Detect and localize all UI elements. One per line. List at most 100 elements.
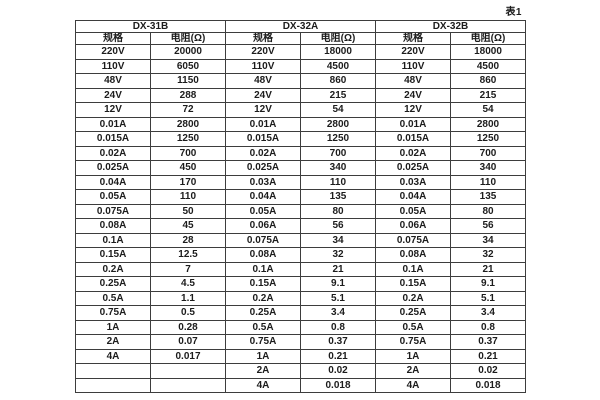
spec-cell: 0.025A [75, 160, 151, 176]
resistance-cell: 32 [450, 247, 526, 263]
table-row: 2A 0.02 2A 0.02 [75, 363, 526, 379]
group-header-dx32a: DX-32A [225, 20, 376, 33]
resistance-cell: 700 [450, 145, 526, 161]
table-row: 0.08A 45 0.06A 56 0.06A 56 [75, 218, 526, 234]
resistance-cell: 215 [450, 87, 526, 103]
spec-cell: 0.5A [75, 290, 151, 306]
spec-cell: 24V [225, 87, 301, 103]
spec-cell: 0.04A [225, 189, 301, 205]
resistance-cell: 4500 [300, 58, 376, 74]
resistance-cell: 340 [300, 160, 376, 176]
spec-cell: 110V [375, 58, 451, 74]
resistance-cell: 5.1 [450, 290, 526, 306]
spec-cell: 0.25A [75, 276, 151, 292]
resistance-cell [150, 377, 226, 393]
spec-cell: 110V [75, 58, 151, 74]
spec-cell: 0.2A [225, 290, 301, 306]
table-row: 0.02A 700 0.02A 700 0.02A 700 [75, 145, 526, 161]
table-row: 0.5A 1.1 0.2A 5.1 0.2A 5.1 [75, 290, 526, 306]
spec-cell: 0.06A [375, 218, 451, 234]
resistance-cell: 1150 [150, 73, 226, 89]
spec-cell: 0.02A [225, 145, 301, 161]
spec-cell: 0.05A [75, 189, 151, 205]
spec-cell: 0.75A [375, 334, 451, 350]
spec-cell: 0.075A [375, 232, 451, 248]
spec-cell: 0.08A [225, 247, 301, 263]
spec-cell: 1A [225, 348, 301, 364]
spec-cell: 4A [75, 348, 151, 364]
spec-cell: 2A [225, 363, 301, 379]
table-row: 24V 288 24V 215 24V 215 [75, 87, 526, 103]
resistance-cell: 9.1 [300, 276, 376, 292]
spec-cell: 0.015A [375, 131, 451, 147]
spec-cell: 0.15A [375, 276, 451, 292]
resistance-cell: 21 [300, 261, 376, 277]
spec-cell: 220V [375, 44, 451, 60]
resistance-cell: 0.07 [150, 334, 226, 350]
table-body: 220V 20000 220V 18000 220V 18000 110V 6050 110V 4… [75, 44, 526, 393]
spec-cell: 0.01A [225, 116, 301, 132]
spec-cell: 0.5A [375, 319, 451, 335]
spec-cell: 0.1A [225, 261, 301, 277]
resistance-cell: 860 [450, 73, 526, 89]
resistance-cell: 1.1 [150, 290, 226, 306]
resistance-cell: 1250 [300, 131, 376, 147]
spec-cell: 0.75A [75, 305, 151, 321]
resistance-cell: 110 [450, 174, 526, 190]
resistance-column-header: 电阻(Ω) [150, 32, 226, 45]
table-row: 0.75A 0.5 0.25A 3.4 0.25A 3.4 [75, 305, 526, 321]
table-row: 0.04A 170 0.03A 110 0.03A 110 [75, 174, 526, 190]
resistance-cell: 28 [150, 232, 226, 248]
spec-cell: 0.03A [225, 174, 301, 190]
resistance-cell: 0.017 [150, 348, 226, 364]
table-header: DX-31B DX-32A DX-32B 规格 电阻(Ω) 规格 电阻(Ω) 规… [75, 20, 526, 45]
spec-cell: 0.2A [375, 290, 451, 306]
resistance-cell: 700 [300, 145, 376, 161]
resistance-cell: 110 [300, 174, 376, 190]
resistance-cell: 12.5 [150, 247, 226, 263]
spec-cell: 0.025A [375, 160, 451, 176]
resistance-cell: 0.02 [300, 363, 376, 379]
resistance-cell: 700 [150, 145, 226, 161]
resistance-cell: 21 [450, 261, 526, 277]
spec-cell: 0.15A [225, 276, 301, 292]
spec-cell: 0.075A [225, 232, 301, 248]
resistance-cell: 5.1 [300, 290, 376, 306]
spec-cell: 110V [225, 58, 301, 74]
resistance-cell: 0.21 [300, 348, 376, 364]
resistance-cell: 50 [150, 203, 226, 219]
spec-cell: 0.04A [75, 174, 151, 190]
spec-cell: 12V [375, 102, 451, 118]
spec-cell [75, 377, 151, 393]
resistance-cell: 288 [150, 87, 226, 103]
spec-cell: 0.05A [375, 203, 451, 219]
spec-cell: 0.01A [375, 116, 451, 132]
spec-cell: 1A [375, 348, 451, 364]
resistance-cell: 0.02 [450, 363, 526, 379]
resistance-cell: 80 [450, 203, 526, 219]
resistance-cell: 2800 [150, 116, 226, 132]
spec-cell: 0.06A [225, 218, 301, 234]
resistance-cell: 2800 [300, 116, 376, 132]
resistance-cell: 54 [450, 102, 526, 118]
spec-cell: 1A [75, 319, 151, 335]
resistance-cell: 135 [450, 189, 526, 205]
table-row: 0.05A 110 0.04A 135 0.04A 135 [75, 189, 526, 205]
resistance-cell: 1250 [150, 131, 226, 147]
table-row: 0.075A 50 0.05A 80 0.05A 80 [75, 203, 526, 219]
spec-cell: 0.025A [225, 160, 301, 176]
resistance-cell: 54 [300, 102, 376, 118]
table-row: 0.25A 4.5 0.15A 9.1 0.15A 9.1 [75, 276, 526, 292]
spec-cell: 0.1A [375, 261, 451, 277]
resistance-cell: 340 [450, 160, 526, 176]
spec-cell: 0.25A [225, 305, 301, 321]
table-row: 0.025A 450 0.025A 340 0.025A 340 [75, 160, 526, 176]
resistance-cell: 2800 [450, 116, 526, 132]
resistance-cell: 18000 [300, 44, 376, 60]
resistance-cell: 20000 [150, 44, 226, 60]
resistance-column-header: 电阻(Ω) [450, 32, 526, 45]
resistance-cell: 4500 [450, 58, 526, 74]
table-row: 2A 0.07 0.75A 0.37 0.75A 0.37 [75, 334, 526, 350]
resistance-cell: 34 [450, 232, 526, 248]
spec-cell: 0.08A [75, 218, 151, 234]
